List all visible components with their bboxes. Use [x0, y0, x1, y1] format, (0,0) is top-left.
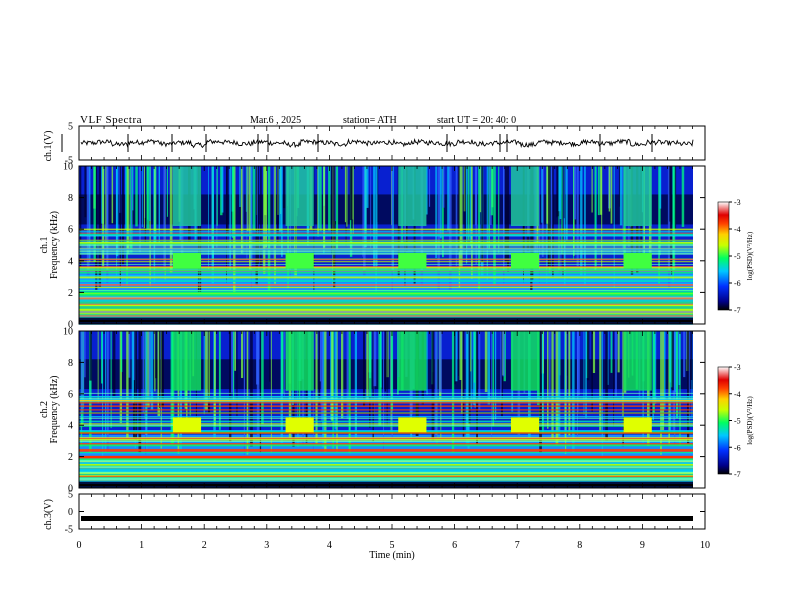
x-tick-label: 2: [202, 540, 207, 551]
colorbar-label: log(PSD)(V²/Hz): [746, 231, 754, 280]
colorbar-tick-label: -6: [734, 443, 741, 452]
start-ut-label: start UT = 20: 40: 0: [437, 115, 517, 126]
x-tick-label: 10: [700, 540, 710, 551]
y-tick-label: 6: [68, 389, 73, 400]
y-tick-label: 0: [68, 484, 73, 495]
y-tick-label: 0: [68, 320, 73, 331]
colorbar-label: log(PSD)(V²/Hz): [746, 396, 754, 445]
y-axis-label: ch.2: [39, 401, 50, 418]
x-tick-label: 6: [452, 540, 457, 551]
colorbar: [717, 201, 730, 311]
date-label: Mar.6 , 2025: [250, 115, 302, 126]
x-tick-label: 7: [515, 540, 520, 551]
x-tick-label: 5: [390, 540, 395, 551]
y-axis-label: ch.1(V): [43, 131, 54, 162]
y-tick-label: 2: [68, 288, 73, 299]
colorbar-tick-label: -6: [734, 279, 741, 288]
panel-frame: [78, 493, 706, 530]
x-tick-label: 1: [139, 540, 144, 551]
y-axis-label: Frequency (kHz): [49, 211, 60, 279]
colorbar-tick-label: -4: [734, 225, 741, 234]
y-tick-label: 8: [68, 193, 73, 204]
y-tick-label: 6: [68, 225, 73, 236]
y-axis-label: ch.3(V): [43, 499, 54, 530]
colorbar-tick-label: -3: [734, 198, 741, 207]
ch3-waveform-line: [81, 516, 693, 521]
x-tick-label: 9: [640, 540, 645, 551]
colorbar-tick-label: -5: [734, 417, 741, 426]
ch1-spectrogram-image: [79, 166, 693, 325]
ch2-spectrogram-image: [79, 331, 693, 488]
y-tick-label: -5: [65, 525, 73, 536]
y-tick-label: 10: [63, 162, 73, 173]
x-tick-label: 8: [577, 540, 582, 551]
y-axis-label: Frequency (kHz): [49, 375, 60, 443]
y-tick-label: 8: [68, 358, 73, 369]
plot-title: VLF Spectra: [80, 114, 143, 126]
station-label: station= ATH: [343, 115, 397, 126]
y-axis-label: ch.1: [39, 237, 50, 254]
colorbar-tick-label: -3: [734, 363, 741, 372]
y-tick-label: 5: [68, 490, 73, 501]
colorbar-tick-label: -5: [734, 252, 741, 261]
y-tick-label: 4: [68, 256, 73, 267]
y-tick-label: 5: [68, 122, 73, 133]
colorbar: [717, 366, 730, 475]
x-tick-label: 3: [264, 540, 269, 551]
x-axis-label: Time (min): [369, 550, 414, 561]
x-tick-label: 4: [327, 540, 332, 551]
y-tick-label: -5: [65, 156, 73, 167]
y-tick-label: 4: [68, 421, 73, 432]
y-tick-label: 0: [68, 507, 73, 518]
colorbar-tick-label: -4: [734, 390, 741, 399]
ch1-waveform-line: [80, 137, 694, 149]
colorbar-tick-label: -7: [734, 306, 741, 315]
x-tick-label: 0: [77, 540, 82, 551]
y-tick-label: 2: [68, 452, 73, 463]
colorbar-tick-label: -7: [734, 470, 741, 479]
y-tick-label: 10: [63, 327, 73, 338]
